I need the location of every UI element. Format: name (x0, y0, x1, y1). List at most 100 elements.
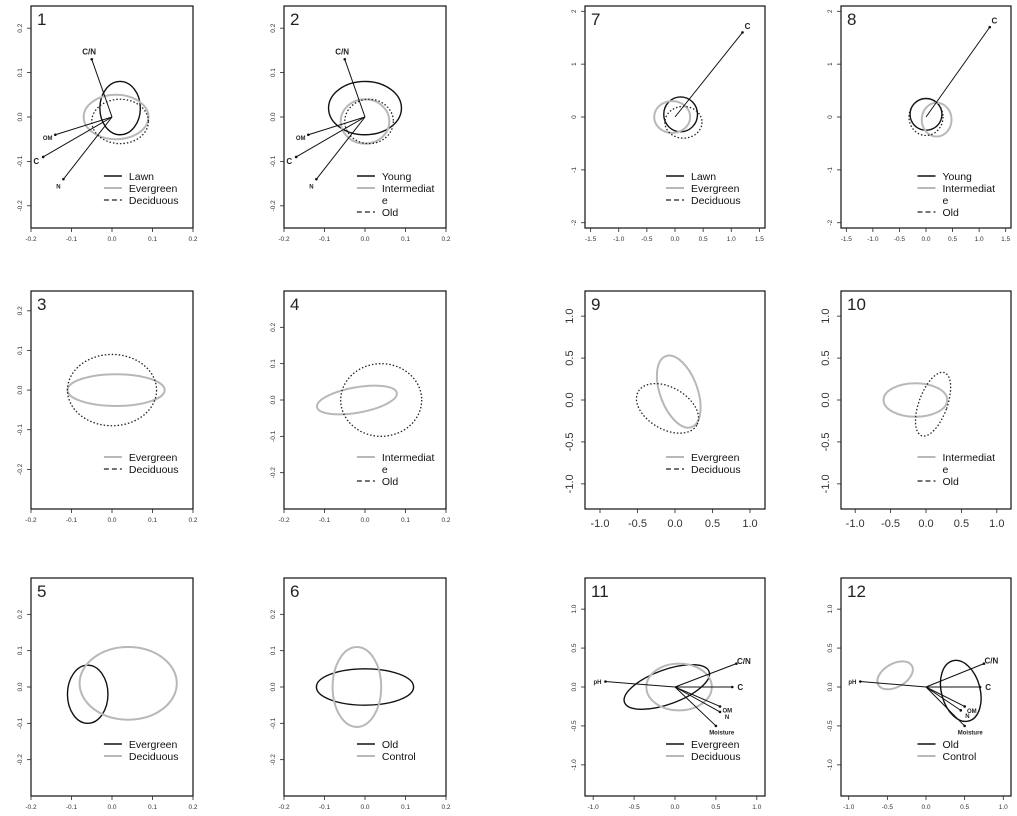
ellipse-evergreen (653, 100, 692, 134)
vector-label: C/N (82, 48, 96, 57)
panel-4: 4 -0.2 -0.1 0.0 0.1 0.2 -0.2 -0.1 0.0 0.1 0.2 Inter… (270, 290, 451, 524)
vector-c (674, 32, 743, 118)
y-tick-label: 0.1 (17, 346, 24, 355)
x-tick-label: 0.5 (960, 804, 969, 811)
y-tick-label: 0.1 (270, 646, 277, 655)
vector-label: OM (43, 136, 53, 142)
x-tick-label: 0.0 (107, 236, 116, 243)
x-tick-label: -0.2 (25, 236, 37, 243)
vector-c/n (925, 663, 985, 688)
ellipse-old (344, 98, 394, 145)
x-tick-label: -0.1 (319, 517, 331, 524)
y-tick-label: -0.2 (270, 467, 277, 479)
legend-entry: Old (382, 476, 399, 488)
vector-label: C/N (737, 657, 751, 666)
y-tick-label: 0.2 (270, 322, 277, 331)
ellipse-old (340, 363, 423, 437)
x-tick-label: 0.1 (401, 804, 410, 811)
ellipse-evergreen (655, 354, 702, 429)
y-tick-label: -0.1 (270, 430, 277, 442)
legend-entry: e (943, 464, 949, 476)
x-tick-label: 0.1 (148, 517, 157, 524)
vector-arrowhead (315, 177, 318, 181)
panel-number: 4 (290, 295, 299, 314)
x-tick-label: -0.1 (319, 236, 331, 243)
y-tick-label: -0.1 (270, 155, 277, 167)
x-tick-label: -0.1 (66, 517, 78, 524)
x-tick-label: -0.2 (278, 804, 290, 811)
vector-n (63, 116, 113, 180)
panel-number: 2 (290, 10, 299, 29)
y-tick-label: 1.0 (564, 309, 576, 324)
panel-number: 7 (591, 10, 600, 29)
vector-label: OM (296, 136, 306, 142)
y-tick-label: 0.0 (827, 682, 834, 691)
vector-arrowhead (41, 155, 45, 159)
y-tick-label: 0.5 (564, 350, 576, 365)
x-tick-label: -1.5 (841, 236, 853, 243)
y-tick-label: 0.0 (17, 682, 24, 691)
ellipse-control (876, 660, 914, 691)
x-tick-label: 0.2 (441, 804, 450, 811)
panel-6: 6 -0.2 -0.1 0.0 0.1 0.2 -0.2 -0.1 0.0 0.1 0.2 OldCo… (270, 577, 451, 811)
x-tick-label: -1.0 (846, 518, 865, 530)
x-tick-label: -0.1 (319, 804, 331, 811)
y-tick-label: 0.5 (820, 350, 832, 365)
legend-entry: e (382, 195, 388, 207)
y-tick-label: 0.0 (17, 112, 24, 121)
vector-c/n (674, 663, 737, 688)
y-tick-label: -0.2 (270, 754, 277, 766)
vector-arrowhead (718, 710, 722, 714)
x-tick-label: 1.5 (1001, 236, 1010, 243)
y-tick-label: -0.2 (17, 463, 24, 475)
panel-number: 5 (37, 582, 46, 601)
vector-arrowhead (741, 31, 744, 34)
y-tick-label: 0.2 (17, 306, 24, 315)
vector-arrowhead (343, 57, 347, 61)
vector-arrowhead (54, 133, 57, 137)
y-tick-label: -0.2 (17, 200, 24, 212)
y-tick-label: -0.1 (17, 717, 24, 729)
y-tick-label: 0 (827, 115, 834, 119)
y-tick-label: 0.0 (270, 395, 277, 404)
legend-entry: Old (943, 207, 960, 219)
y-tick-label: 0.1 (270, 68, 277, 77)
x-tick-label: 0.1 (401, 517, 410, 524)
vector-label: N (56, 184, 60, 190)
legend-entry: Old (943, 476, 960, 488)
x-tick-label: -1.0 (591, 518, 610, 530)
y-tick-label: 0.0 (270, 682, 277, 691)
ellipse-deciduous (78, 646, 178, 721)
vector-label: C (985, 683, 991, 692)
vector-label: N (309, 184, 313, 190)
legend-entry: Lawn (691, 171, 716, 183)
vector-arrowhead (604, 680, 607, 683)
vector-ph (605, 681, 676, 688)
vector-arrowhead (730, 685, 734, 689)
ellipse-intermediate (339, 98, 391, 145)
x-tick-label: -1.0 (613, 236, 625, 243)
x-tick-label: 1.0 (999, 804, 1008, 811)
panel-8: 8 -1.5 -1.0 -0.5 0.0 0.5 1.0 1.5 -2 -1 0 1 2 C YoungIn… (827, 5, 1012, 243)
x-tick-label: 0.5 (954, 518, 969, 530)
vector-c (42, 116, 113, 158)
legend-entry: Evergreen (691, 739, 740, 751)
legend-entry: Intermediat (382, 183, 435, 195)
panel-number: 11 (591, 582, 609, 601)
ellipse-intermediate (882, 382, 949, 418)
plot-frame (584, 290, 766, 510)
x-tick-label: 0.0 (107, 804, 116, 811)
y-tick-label: 0.1 (270, 359, 277, 368)
plot-frame (30, 290, 194, 510)
vector-arrowhead (307, 133, 310, 137)
plot-frame (30, 577, 194, 797)
y-tick-label: 0.2 (17, 23, 24, 32)
vector-label: OM (967, 709, 977, 715)
y-tick-label: -0.5 (827, 720, 834, 732)
x-tick-label: -1.0 (588, 804, 600, 811)
vector-c (925, 26, 991, 118)
legend-entry: Deciduous (129, 751, 179, 763)
x-tick-label: 1.5 (755, 236, 764, 243)
panel-number: 6 (290, 582, 299, 601)
vector-c (295, 116, 366, 158)
